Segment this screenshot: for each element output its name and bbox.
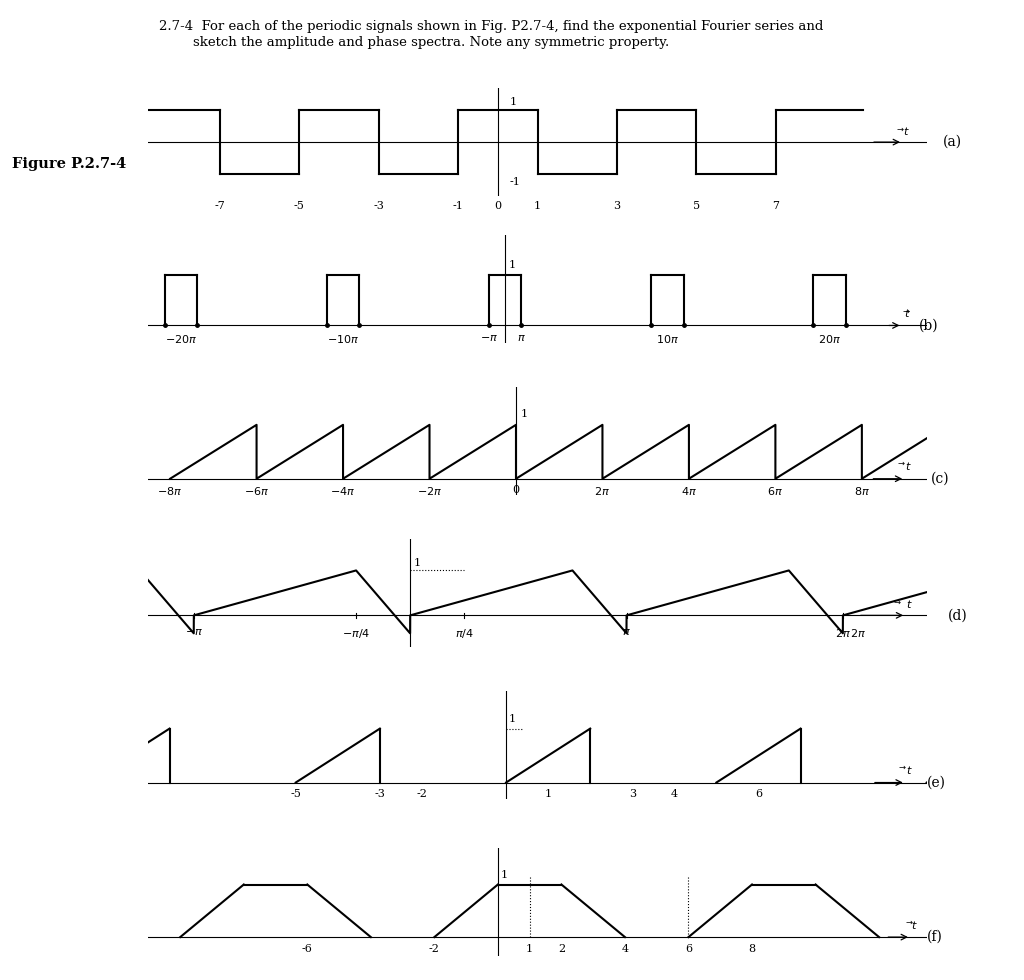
Text: -7: -7 [215,201,225,211]
Text: $4\pi$: $4\pi$ [681,485,697,497]
Text: -2: -2 [429,945,439,955]
Text: $20\pi$: $20\pi$ [818,333,841,345]
Text: -3: -3 [374,201,384,211]
Text: $-\pi$: $-\pi$ [480,333,498,343]
Text: $6\pi$: $6\pi$ [767,485,783,497]
Text: $-10\pi$: $-10\pi$ [327,333,359,345]
Text: (e): (e) [927,775,946,790]
Text: 2: 2 [558,945,565,955]
Text: $t$: $t$ [905,764,912,776]
Text: 5: 5 [693,201,700,211]
Text: 1: 1 [526,945,534,955]
Text: $t$: $t$ [906,598,912,610]
Text: $2\pi$: $2\pi$ [835,626,851,639]
Text: 3: 3 [613,201,621,211]
Text: 1: 1 [545,789,552,799]
Text: 8: 8 [749,945,756,955]
Text: $2\pi$: $2\pi$ [595,485,610,497]
Text: (f): (f) [927,930,943,944]
Text: $-4\pi$: $-4\pi$ [331,485,355,497]
Text: $\pi/4$: $\pi/4$ [455,626,474,640]
Text: $-6\pi$: $-6\pi$ [244,485,269,497]
Text: 1: 1 [508,714,515,724]
Text: (d): (d) [947,609,967,622]
Text: $2\pi$: $2\pi$ [850,626,865,639]
Text: $\rightarrow$: $\rightarrow$ [897,762,907,772]
Text: -5: -5 [290,789,301,799]
Text: $\rightarrow$: $\rightarrow$ [895,126,905,134]
Text: 7: 7 [772,201,779,211]
Text: -5: -5 [294,201,305,211]
Text: 1: 1 [414,559,421,568]
Text: -1: -1 [453,201,464,211]
Text: 6: 6 [685,945,692,955]
Text: 0: 0 [512,485,519,495]
Text: Figure P.2.7-4: Figure P.2.7-4 [12,157,127,171]
Text: $\rightarrow$: $\rightarrow$ [892,598,902,607]
Text: (a): (a) [943,135,962,149]
Text: $t$: $t$ [903,125,909,137]
Text: 2.7-4  For each of the periodic signals shown in Fig. P2.7-4, find the exponenti: 2.7-4 For each of the periodic signals s… [159,20,823,32]
Text: 1: 1 [510,97,517,107]
Text: $\rightarrow$: $\rightarrow$ [901,307,911,316]
Text: sketch the amplitude and phase spectra. Note any symmetric property.: sketch the amplitude and phase spectra. … [159,36,669,49]
Text: -1: -1 [510,177,520,187]
Text: $\pi$: $\pi$ [517,333,525,343]
Text: $t$: $t$ [904,308,910,319]
Text: $-20\pi$: $-20\pi$ [165,333,197,345]
Text: $-2\pi$: $-2\pi$ [417,485,442,497]
Text: 6: 6 [755,789,762,799]
Text: $10\pi$: $10\pi$ [655,333,679,345]
Text: -3: -3 [375,789,385,799]
Text: 1: 1 [508,261,515,270]
Text: 1: 1 [535,201,541,211]
Text: 4: 4 [671,789,678,799]
Text: 3: 3 [629,789,636,799]
Text: (b): (b) [919,318,938,332]
Text: $\rightarrow$: $\rightarrow$ [896,459,906,468]
Text: 4: 4 [622,945,629,955]
Text: -6: -6 [302,945,312,955]
Text: (c): (c) [931,471,949,486]
Text: $8\pi$: $8\pi$ [854,485,869,497]
Text: $\rightarrow$: $\rightarrow$ [904,917,914,926]
Text: 0: 0 [495,201,502,211]
Text: -2: -2 [417,789,427,799]
Text: 1: 1 [501,870,508,880]
Text: $-8\pi$: $-8\pi$ [158,485,182,497]
Text: 1: 1 [520,410,527,419]
Text: $-\pi$: $-\pi$ [184,626,203,637]
Text: $-\pi/4$: $-\pi/4$ [342,626,371,640]
Text: $\pi$: $\pi$ [623,626,631,637]
Text: $t$: $t$ [905,461,911,472]
Text: $t$: $t$ [910,919,918,931]
